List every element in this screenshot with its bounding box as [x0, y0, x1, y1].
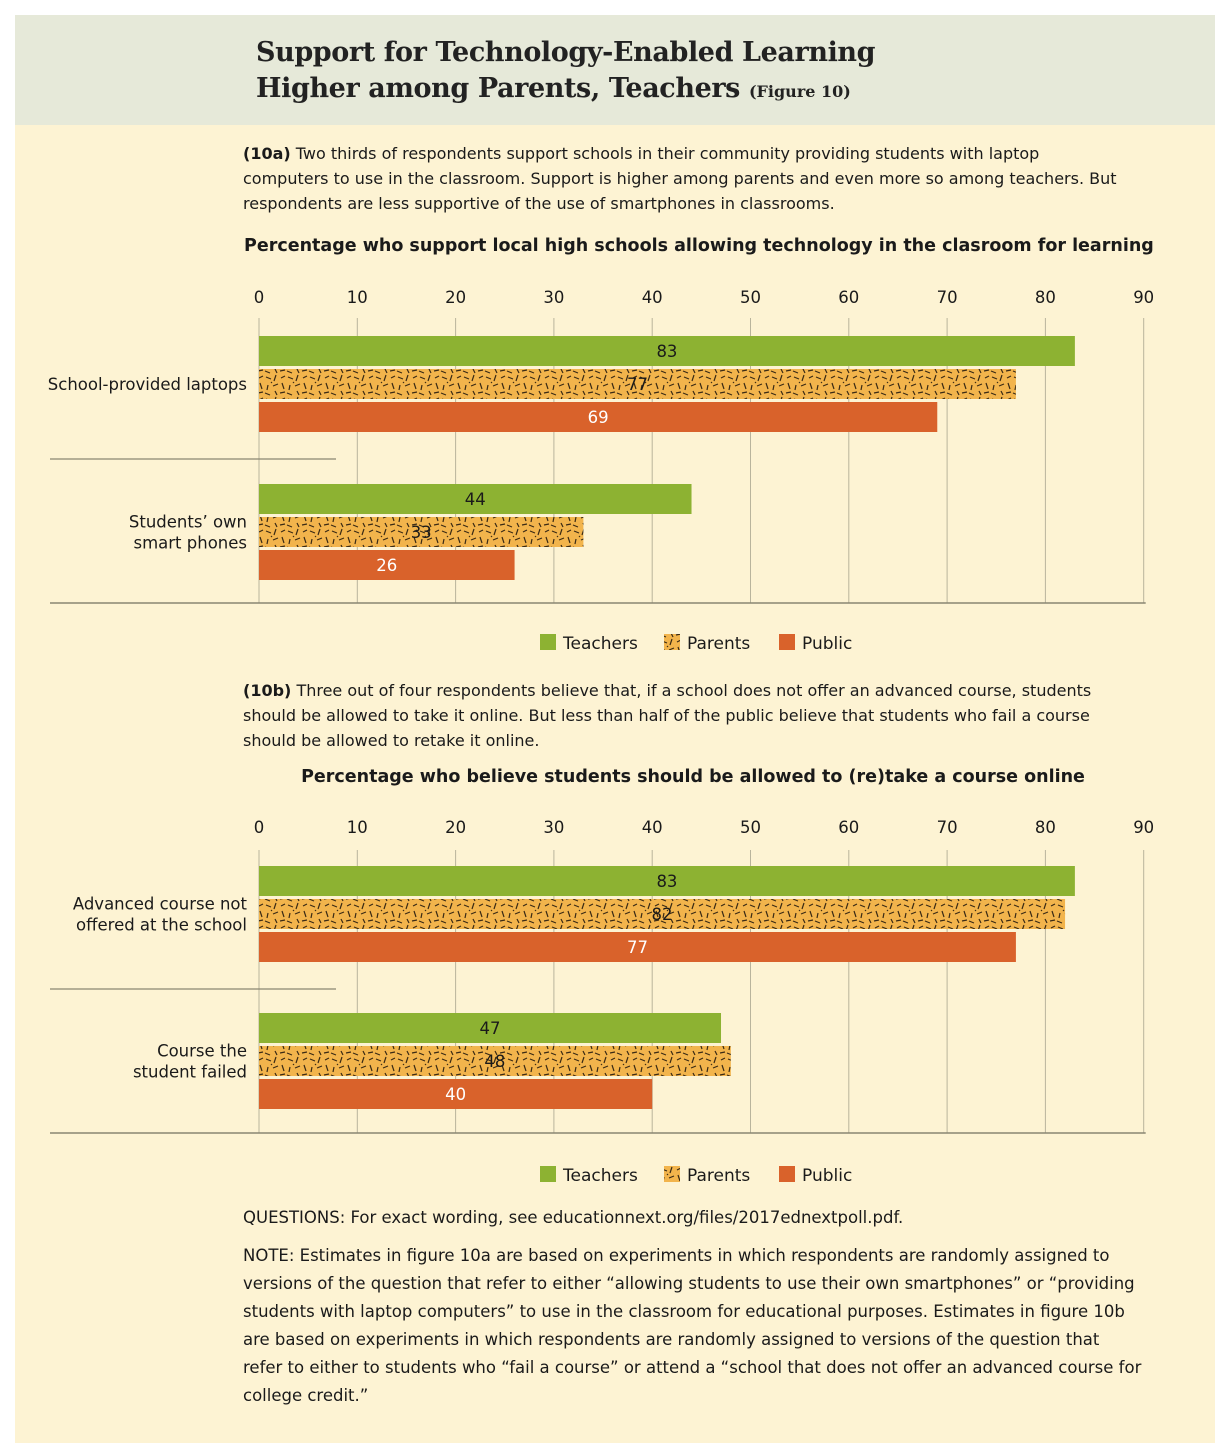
figure-header: Support for Technology-Enabled Learning … — [15, 15, 1215, 125]
bar-value-label: 48 — [484, 1052, 505, 1071]
category-label: Course the — [157, 1042, 247, 1061]
bar-public — [259, 402, 938, 432]
bar-parents — [259, 517, 584, 547]
legend-label: Public — [802, 634, 852, 654]
legend-label: Parents — [687, 634, 750, 654]
bar-parents — [259, 899, 1066, 929]
bar-value-label: 77 — [627, 375, 648, 394]
figure-title-line-2-text: Higher among Parents, Teachers — [256, 73, 740, 104]
section-b-text: Three out of four respondents believe th… — [243, 681, 1092, 750]
x-tick-label: 10 — [347, 818, 368, 837]
legend-label: Parents — [687, 1166, 750, 1186]
chart-a: 0 10 20 30 40 50 60 70 80 90 School-provided lapto… — [48, 288, 1154, 654]
bar-teachers — [259, 336, 1075, 366]
x-tick-label: 20 — [445, 818, 466, 837]
bar-public — [259, 550, 515, 580]
figure-panel: Support for Technology-Enabled Learning … — [15, 15, 1215, 1443]
bar-value-label: 47 — [480, 1019, 501, 1038]
legend-label: Teachers — [562, 1166, 638, 1186]
questions-text: QUESTIONS: For exact wording, see educat… — [243, 1208, 904, 1227]
category-label: student failed — [133, 1063, 247, 1082]
bar-value-label: 77 — [627, 938, 648, 957]
x-tick-label: 70 — [937, 818, 958, 837]
bar-public — [259, 1079, 653, 1109]
x-tick-label: 40 — [642, 288, 663, 307]
bar-teachers — [259, 1013, 722, 1043]
x-tick-label: 0 — [254, 288, 265, 307]
category-label: Students’ own — [129, 513, 247, 532]
chart-b-title: Percentage who believe students should b… — [301, 767, 1085, 787]
bar-public — [259, 932, 1016, 962]
x-tick-label: 50 — [740, 818, 761, 837]
section-b-intro: (10b) Three out of four respondents beli… — [243, 678, 1123, 753]
category-label: School-provided laptops — [48, 375, 247, 394]
section-a-intro: (10a) Two thirds of respondents support … — [243, 141, 1123, 216]
bar-value-label: 82 — [652, 905, 673, 924]
legend-swatch-public — [779, 1166, 795, 1182]
chart-b: 0 10 20 30 40 50 60 70 80 90 Advanced course not of… — [50, 818, 1154, 1186]
legend-swatch-parents — [664, 1166, 680, 1182]
x-tick-label: 0 — [254, 818, 265, 837]
bar-value-label: 83 — [656, 872, 677, 891]
x-tick-label: 20 — [445, 288, 466, 307]
x-tick-label: 60 — [838, 818, 859, 837]
bar-value-label: 69 — [588, 408, 609, 427]
figure-reference: (Figure 10) — [748, 82, 851, 101]
bar-parents — [259, 1046, 731, 1076]
bar-value-label: 26 — [376, 556, 397, 575]
legend-swatch-teachers — [540, 634, 556, 650]
x-tick-label: 30 — [543, 818, 564, 837]
x-tick-label: 30 — [543, 288, 564, 307]
bar-value-label: 44 — [465, 490, 486, 509]
x-tick-label: 70 — [937, 288, 958, 307]
bar-teachers — [259, 484, 692, 514]
bar-teachers — [259, 866, 1075, 896]
bar-value-label: 83 — [656, 342, 677, 361]
category-label: offered at the school — [76, 916, 247, 935]
category-label: smart phones — [133, 534, 247, 553]
legend-label: Teachers — [562, 634, 638, 654]
x-tick-label: 90 — [1133, 288, 1154, 307]
legend-swatch-public — [779, 634, 795, 650]
section-a-text: Two thirds of respondents support school… — [243, 144, 1117, 213]
x-tick-label: 60 — [838, 288, 859, 307]
bar-parents — [259, 369, 1016, 399]
legend-swatch-teachers — [540, 1166, 556, 1182]
note-text: NOTE: Estimates in figure 10a are based … — [243, 1246, 1142, 1405]
chart-a-title: Percentage who support local high school… — [244, 236, 1154, 256]
x-tick-label: 50 — [740, 288, 761, 307]
x-tick-label: 40 — [642, 818, 663, 837]
x-tick-label: 10 — [347, 288, 368, 307]
legend-label: Public — [802, 1166, 852, 1186]
bar-value-label: 33 — [411, 523, 432, 542]
figure-title-line-1: Support for Technology-Enabled Learning — [256, 37, 876, 68]
category-label: Advanced course not — [73, 895, 248, 914]
x-tick-label: 90 — [1133, 818, 1154, 837]
section-b-tag: (10b) — [243, 681, 292, 700]
section-a-tag: (10a) — [243, 144, 291, 163]
legend-swatch-parents — [664, 634, 680, 650]
figure-title-line-2: Higher among Parents, Teachers (Figure 1… — [256, 73, 851, 104]
x-tick-label: 80 — [1035, 818, 1056, 837]
x-tick-label: 80 — [1035, 288, 1056, 307]
bar-value-label: 40 — [445, 1085, 466, 1104]
